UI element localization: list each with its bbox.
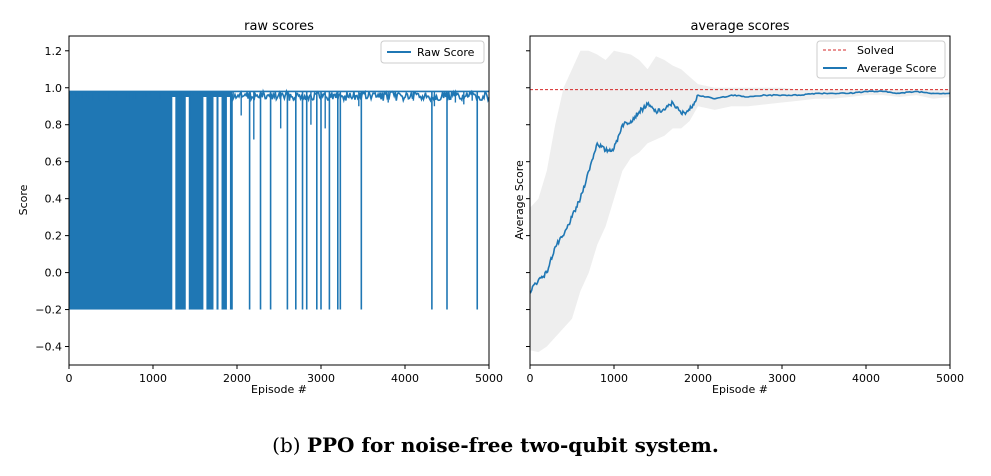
raw-score-gap	[226, 96, 230, 310]
legend-label-solved: Solved	[857, 44, 894, 57]
legend-frame	[816, 40, 946, 79]
raw-score-gap	[218, 96, 222, 310]
y-tick-label: 1.2	[45, 45, 63, 58]
axes-frame	[68, 35, 490, 366]
x-tick-label: 3000	[307, 372, 335, 385]
panel-raw-scores: raw scores 0 1000 2000 3000 4000 5000 −0.4−0.…	[17, 19, 503, 396]
chart-title: raw scores	[244, 19, 314, 34]
x-tick-label: 2000	[223, 372, 251, 385]
average-score-line	[529, 90, 951, 294]
x-tick-label: 1000	[139, 372, 167, 385]
raw-score-gap	[172, 96, 176, 310]
x-tick-label: 5000	[936, 372, 964, 385]
x-tick-label: 1000	[600, 372, 628, 385]
y-axis-label: Average Score	[513, 160, 526, 240]
x-tick-label: 5000	[475, 372, 503, 385]
figure: raw scores 0 1000 2000 3000 4000 5000 −0.4−0.…	[17, 19, 964, 396]
y-ticks: −0.4 −0.2 0.0 0.2 0.4 0.6 0.8 1.0 1.2	[35, 45, 69, 354]
x-tick-label: 0	[66, 372, 73, 385]
figure-caption: (b) PPO for noise-free two-qubit system.	[0, 433, 991, 457]
y-tick-label: 0.2	[45, 230, 63, 243]
legend-label-average-score: Average Score	[857, 62, 937, 75]
axes-frame	[529, 35, 951, 366]
caption-label: (b)	[272, 433, 301, 457]
x-tick-label: 0	[527, 372, 534, 385]
panel-average-scores: average scores 0 1000 2000 3000 4000 5000 Epi…	[513, 19, 964, 396]
y-tick-label: −0.2	[35, 304, 62, 317]
legend-label-raw-score: Raw Score	[417, 46, 475, 59]
x-ticks: 0 1000 2000 3000 4000 5000	[527, 365, 964, 385]
x-tick-label: 4000	[852, 372, 880, 385]
x-axis-label: Episode #	[712, 383, 768, 396]
y-ticks	[526, 50, 530, 348]
x-tick-label: 4000	[391, 372, 419, 385]
y-axis-label: Score	[17, 184, 30, 215]
x-ticks: 0 1000 2000 3000 4000 5000	[66, 365, 503, 385]
y-tick-label: 1.0	[45, 82, 63, 95]
x-axis-label: Episode #	[251, 383, 307, 396]
caption-text: PPO for noise-free two-qubit system.	[306, 433, 719, 457]
raw-score-gap	[213, 96, 217, 310]
raw-score-gap	[185, 96, 189, 310]
average-score-band	[530, 50, 950, 353]
y-tick-label: −0.4	[35, 341, 62, 354]
raw-score-oscillation-band	[69, 91, 233, 310]
raw-score-gap	[203, 96, 207, 310]
plot-area	[529, 50, 951, 353]
plot-area	[68, 88, 490, 310]
legend: Solved Average Score	[816, 40, 946, 79]
y-tick-label: 0.6	[45, 156, 63, 169]
y-tick-label: 0.4	[45, 193, 63, 206]
x-tick-label: 3000	[768, 372, 796, 385]
legend-frame	[380, 40, 485, 64]
chart-title: average scores	[690, 19, 789, 34]
legend: Raw Score	[380, 40, 485, 64]
y-tick-label: 0.8	[45, 119, 63, 132]
x-tick-label: 2000	[684, 372, 712, 385]
y-tick-label: 0.0	[45, 267, 63, 280]
